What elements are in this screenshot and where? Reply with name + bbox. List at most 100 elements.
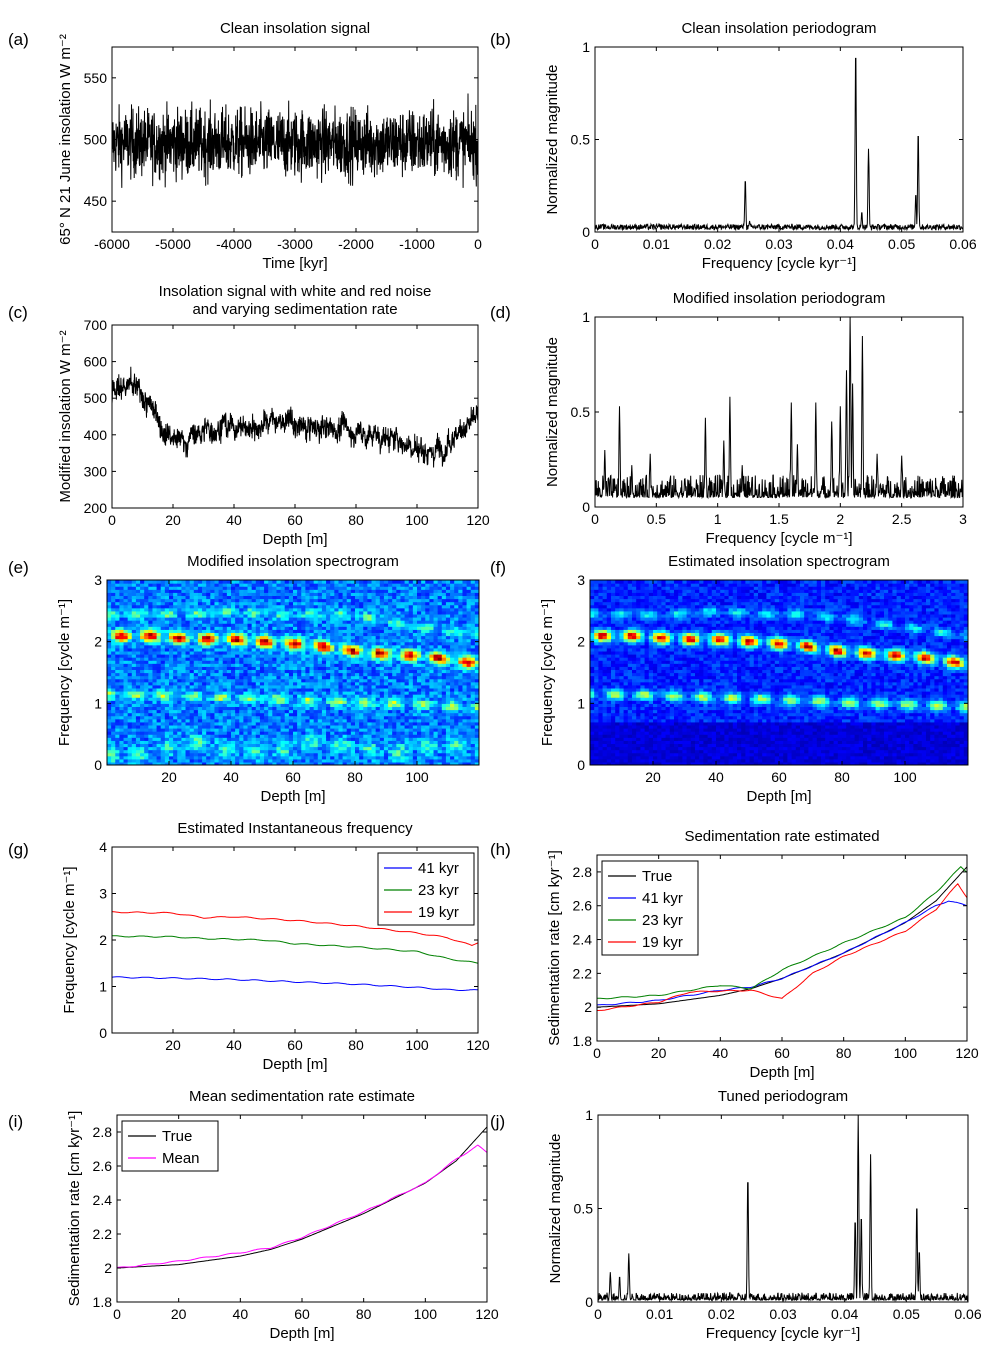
heatmap-cell: [239, 666, 244, 671]
heatmap-cell: [408, 706, 414, 711]
heatmap-cell: [371, 672, 377, 677]
heatmap-cell: [305, 740, 311, 745]
heatmap-cell: [326, 647, 331, 652]
heatmap-cell: [412, 721, 418, 726]
heatmap-cell: [123, 654, 129, 658]
heatmap-cell: [169, 709, 174, 714]
heatmap-cell: [160, 629, 166, 634]
heatmap-cell: [222, 601, 228, 606]
heatmap-cell: [206, 743, 211, 748]
heatmap-cell: [342, 712, 348, 717]
heatmap-cell: [148, 746, 154, 751]
heatmap-cell: [400, 620, 406, 624]
heatmap-cell: [119, 703, 125, 708]
heatmap-cell: [313, 620, 319, 624]
heatmap-cell: [206, 678, 211, 683]
heatmap-cell: [363, 632, 368, 637]
heatmap-cell: [396, 697, 402, 701]
heatmap-cell: [156, 586, 162, 590]
heatmap-cell: [342, 663, 348, 667]
heatmap-cell: [169, 650, 174, 655]
heatmap-cell: [202, 706, 207, 711]
heatmap-cell: [255, 632, 261, 637]
heatmap-cell: [235, 734, 240, 738]
heatmap-cell: [305, 731, 311, 735]
heatmap-cell: [412, 589, 418, 593]
heatmap-cell: [127, 734, 133, 738]
heatmap-cell: [375, 657, 381, 661]
heatmap-cell: [355, 650, 360, 655]
heatmap-cell: [144, 715, 149, 720]
heatmap-cell: [173, 660, 178, 664]
heatmap-cell: [359, 743, 364, 748]
heatmap-cell: [169, 638, 174, 643]
heatmap-cell: [226, 666, 232, 671]
heatmap-cell: [193, 657, 199, 661]
heatmap-cell: [392, 641, 397, 646]
heatmap-cell: [189, 706, 195, 711]
heatmap-cell: [293, 678, 298, 683]
heatmap-cell: [404, 678, 410, 683]
heatmap-cell: [119, 666, 125, 671]
heatmap-cell: [243, 737, 249, 741]
heatmap-cell: [222, 734, 228, 738]
heatmap-cell: [392, 691, 397, 695]
heatmap-cell: [152, 737, 158, 741]
heatmap-cell: [156, 610, 162, 615]
heatmap-cell: [437, 743, 443, 748]
heatmap-cell: [276, 740, 282, 745]
heatmap-cell: [222, 746, 228, 751]
heatmap-cell: [367, 632, 373, 637]
heatmap-cell: [169, 663, 174, 667]
heatmap-cell: [214, 595, 220, 600]
heatmap-cell: [214, 666, 220, 671]
heatmap-cell: [193, 746, 199, 751]
heatmap-cell: [429, 669, 435, 674]
heatmap-cell: [218, 644, 224, 649]
heatmap-cell: [363, 694, 368, 698]
heatmap-cell: [367, 620, 373, 624]
heatmap-cell: [346, 761, 352, 765]
heatmap-cell: [346, 718, 352, 723]
heatmap-cell: [305, 610, 311, 615]
heatmap-cell: [350, 740, 356, 745]
heatmap-cell: [276, 663, 282, 667]
heatmap-cell: [144, 703, 149, 708]
heatmap-cell: [193, 758, 199, 763]
heatmap-cell: [135, 734, 141, 738]
heatmap-cell: [305, 746, 311, 751]
heatmap-cell: [371, 601, 377, 606]
heatmap-cell: [226, 613, 232, 618]
heatmap-cell: [140, 755, 145, 760]
heatmap-cell: [210, 715, 216, 720]
heatmap-cell: [111, 761, 116, 765]
heatmap-cell: [231, 709, 236, 714]
heatmap-cell: [355, 721, 360, 726]
heatmap-cell: [231, 650, 236, 655]
heatmap-cell: [334, 752, 340, 757]
heatmap-cell: [412, 663, 418, 667]
heatmap-cell: [355, 654, 360, 658]
heatmap-cell: [404, 583, 410, 587]
heatmap-cell: [355, 743, 360, 748]
heatmap-cell: [288, 678, 294, 683]
heatmap-cell: [152, 700, 158, 704]
heatmap-cell: [342, 629, 348, 634]
heatmap-cell: [412, 731, 418, 735]
heatmap-cell: [222, 586, 228, 590]
heatmap-cell: [235, 589, 240, 593]
heatmap-cell: [185, 592, 191, 597]
heatmap-cell: [326, 691, 331, 695]
heatmap-cell: [156, 592, 162, 597]
heatmap-cell: [383, 592, 389, 597]
heatmap-cell: [193, 715, 199, 720]
heatmap-cell: [231, 654, 236, 658]
heatmap-cell: [400, 623, 406, 627]
heatmap-cell: [107, 721, 112, 726]
heatmap-cell: [189, 755, 195, 760]
heatmap-cell: [264, 654, 269, 658]
heatmap-cell: [280, 712, 286, 717]
heatmap-cell: [206, 684, 211, 689]
heatmap-cell: [313, 761, 319, 765]
heatmap-cell: [107, 737, 112, 741]
